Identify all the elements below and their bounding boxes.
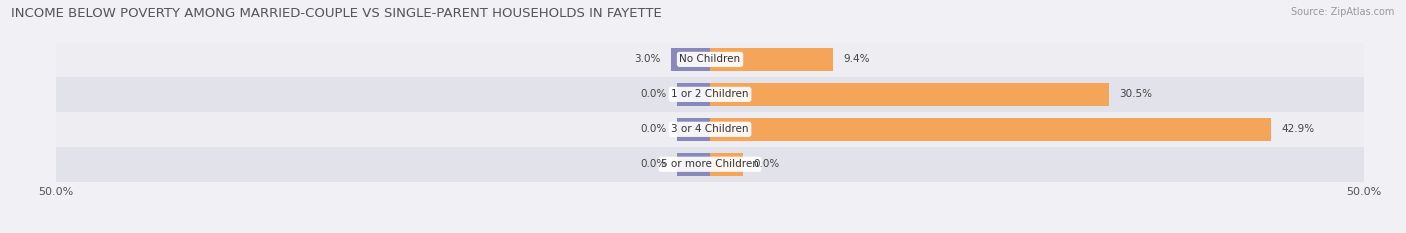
Text: 0.0%: 0.0% [641, 124, 666, 134]
Bar [678, 153, 710, 176]
Bar [56, 42, 1364, 77]
Text: 0.0%: 0.0% [641, 159, 666, 169]
Bar [710, 83, 1109, 106]
Text: 30.5%: 30.5% [1119, 89, 1153, 99]
Text: INCOME BELOW POVERTY AMONG MARRIED-COUPLE VS SINGLE-PARENT HOUSEHOLDS IN FAYETTE: INCOME BELOW POVERTY AMONG MARRIED-COUPL… [11, 7, 662, 20]
Text: 0.0%: 0.0% [754, 159, 779, 169]
Bar [678, 83, 710, 106]
Bar [56, 77, 1364, 112]
Text: 1 or 2 Children: 1 or 2 Children [671, 89, 749, 99]
Text: Source: ZipAtlas.com: Source: ZipAtlas.com [1291, 7, 1395, 17]
Bar [678, 118, 710, 141]
Bar [710, 118, 1271, 141]
Text: 9.4%: 9.4% [844, 55, 870, 64]
Bar [710, 48, 832, 71]
Text: No Children: No Children [679, 55, 741, 64]
Bar [671, 48, 710, 71]
Bar [56, 112, 1364, 147]
Text: 3 or 4 Children: 3 or 4 Children [671, 124, 749, 134]
Text: 42.9%: 42.9% [1281, 124, 1315, 134]
Text: 0.0%: 0.0% [641, 89, 666, 99]
Text: 3.0%: 3.0% [634, 55, 661, 64]
Text: 5 or more Children: 5 or more Children [661, 159, 759, 169]
Bar [710, 153, 742, 176]
Bar [56, 147, 1364, 182]
